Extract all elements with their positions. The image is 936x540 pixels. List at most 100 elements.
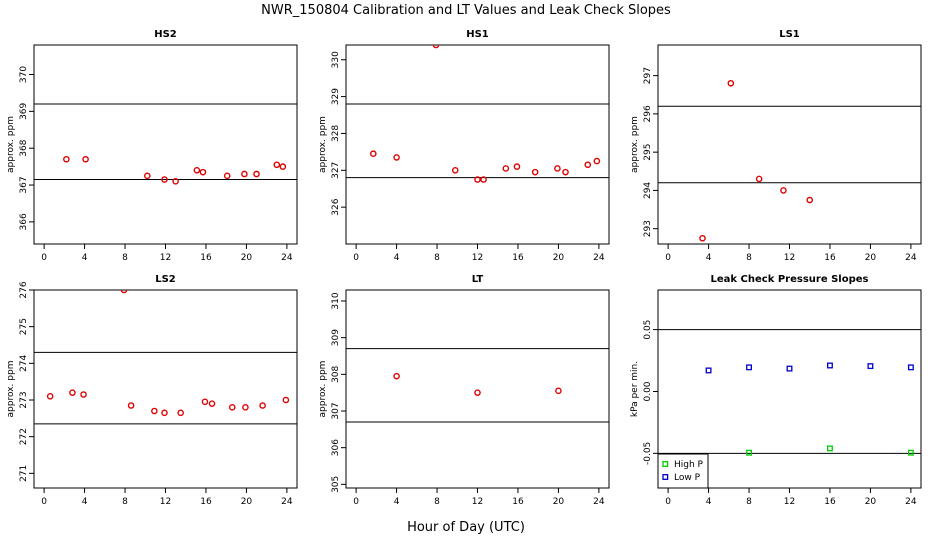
x-tick-label: 24 xyxy=(281,497,293,507)
x-tick-label: 4 xyxy=(394,497,400,507)
data-point xyxy=(161,176,168,183)
data-point xyxy=(253,170,260,178)
x-tick-label: 0 xyxy=(41,253,47,263)
data-point xyxy=(907,449,914,456)
x-tick-label: 24 xyxy=(593,497,605,507)
figure-xlabel: Hour of Day (UTC) xyxy=(407,520,525,535)
data-point xyxy=(432,45,440,49)
y-tick-label: 310 xyxy=(331,292,341,309)
data-point xyxy=(82,155,89,163)
y-axis-label: kPa per min. xyxy=(630,361,640,417)
data-point xyxy=(593,157,601,165)
x-tick-label: 16 xyxy=(824,497,836,507)
panel-2: HS1 0 4 8 12 16 20 24 326 327 328 329 330 approx. ppm xyxy=(318,29,610,263)
data-point xyxy=(555,387,562,395)
legend-label: Low P xyxy=(674,473,701,483)
data-point xyxy=(393,154,400,161)
data-point xyxy=(451,166,459,174)
x-tick-label: 8 xyxy=(746,253,752,263)
y-tick-label: 0.05 xyxy=(643,320,653,340)
x-tick-label: 20 xyxy=(241,497,253,507)
panel-3: LS1 0 4 8 12 16 20 24 293 294 295 296 297 approx. ppm xyxy=(630,29,922,263)
data-point xyxy=(705,367,712,374)
data-point xyxy=(502,165,510,172)
data-point xyxy=(172,178,179,185)
data-point xyxy=(867,363,874,370)
y-tick-label: 330 xyxy=(331,51,341,68)
data-point xyxy=(513,163,521,170)
x-tick-label: 4 xyxy=(394,253,400,263)
x-tick-label: 12 xyxy=(784,497,795,507)
y-tick-label: 306 xyxy=(331,439,341,456)
panel-title: HS2 xyxy=(154,29,177,40)
panel-title: Leak Check Pressure Slopes xyxy=(711,274,869,285)
x-tick-label: 16 xyxy=(824,253,836,263)
data-point xyxy=(161,409,168,417)
data-point xyxy=(907,364,914,371)
x-tick-label: 20 xyxy=(865,253,877,263)
data-point xyxy=(584,161,592,169)
data-points xyxy=(705,362,914,456)
data-point xyxy=(827,445,833,452)
x-tick-label: 12 xyxy=(160,497,171,507)
panel-1: HS2 0 4 8 12 16 20 24 366 367 368 369 370 approx. ppm xyxy=(6,29,298,263)
y-tick-label: 271 xyxy=(19,465,29,482)
y-axis-label: approx. ppm xyxy=(318,361,328,418)
data-point xyxy=(223,172,231,180)
panel-6: Leak Check Pressure Slopes 0 4 8 12 16 20 24 -0.… xyxy=(630,274,922,507)
y-tick-label: 0.00 xyxy=(643,381,653,401)
data-point xyxy=(531,168,539,176)
y-tick-label: 309 xyxy=(331,329,341,346)
x-tick-label: 0 xyxy=(41,497,47,507)
x-tick-label: 0 xyxy=(353,253,359,263)
panel-title: HS1 xyxy=(466,29,489,40)
panel-title: LT xyxy=(472,274,484,285)
data-point xyxy=(193,166,201,174)
data-point xyxy=(827,362,833,369)
data-point xyxy=(228,404,236,411)
x-tick-label: 8 xyxy=(434,497,440,507)
x-tick-label: 20 xyxy=(553,253,565,263)
y-tick-label: 369 xyxy=(19,102,29,119)
x-tick-label: 12 xyxy=(472,497,483,507)
y-tick-label: 272 xyxy=(19,428,29,445)
data-point xyxy=(474,176,481,183)
x-tick-label: 4 xyxy=(706,497,712,507)
y-tick-label: 297 xyxy=(643,67,653,84)
data-point xyxy=(806,196,814,204)
figure-title: NWR_150804 Calibration and LT Values and… xyxy=(261,3,671,18)
y-tick-label: 307 xyxy=(331,402,341,419)
data-point xyxy=(480,176,487,183)
data-point xyxy=(474,389,481,396)
data-point xyxy=(241,170,248,178)
data-point xyxy=(151,407,158,415)
legend-label: High P xyxy=(674,460,704,470)
y-tick-label: 295 xyxy=(643,144,653,161)
x-tick-label: 12 xyxy=(784,253,795,263)
data-points xyxy=(63,155,287,185)
y-tick-label: 296 xyxy=(643,105,653,122)
y-tick-label: 327 xyxy=(331,162,341,179)
legend-swatch xyxy=(662,461,669,467)
y-tick-label: 274 xyxy=(19,354,29,371)
legend-swatch xyxy=(662,474,669,480)
y-tick-label: 370 xyxy=(19,66,29,83)
x-tick-label: 4 xyxy=(706,253,712,263)
y-axis-label: approx. ppm xyxy=(630,116,640,173)
y-axis-label: approx. ppm xyxy=(6,361,16,418)
data-points xyxy=(46,290,290,417)
x-tick-label: 16 xyxy=(200,497,212,507)
y-tick-label: 329 xyxy=(331,88,341,105)
y-axis-label: approx. ppm xyxy=(318,116,328,173)
y-tick-label: 328 xyxy=(331,125,341,142)
data-point xyxy=(120,290,128,294)
x-tick-label: 12 xyxy=(472,253,483,263)
x-tick-label: 24 xyxy=(905,253,917,263)
panel-4: LS2 0 4 8 12 16 20 24 271 272 273 274 275 276 approx. … xyxy=(6,274,298,507)
panels: HS2 0 4 8 12 16 20 24 366 367 368 369 370 approx. ppm… xyxy=(6,29,922,507)
data-point xyxy=(370,150,377,158)
y-tick-label: -0.05 xyxy=(643,442,653,465)
data-point xyxy=(780,187,787,194)
data-point xyxy=(786,365,793,372)
x-tick-label: 0 xyxy=(665,253,671,263)
